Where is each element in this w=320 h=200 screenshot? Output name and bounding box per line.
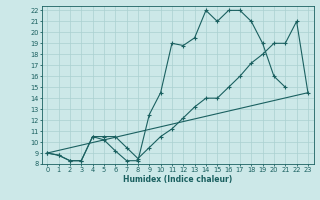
- X-axis label: Humidex (Indice chaleur): Humidex (Indice chaleur): [123, 175, 232, 184]
